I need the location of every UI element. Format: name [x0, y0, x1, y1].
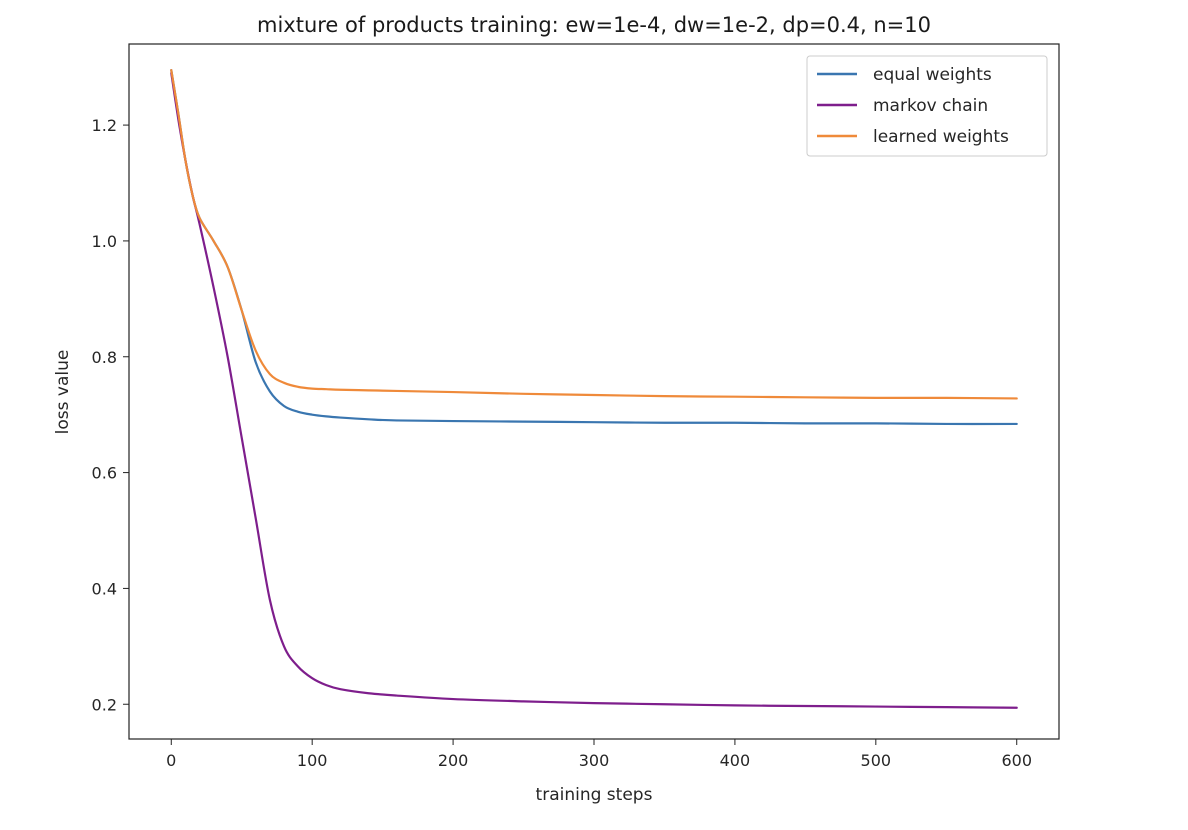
y-tick-label: 0.6 [92, 464, 117, 483]
series-line-learned-weights [170, 68, 1018, 400]
x-axis: 0 100 200 300 400 500 600 [166, 739, 1032, 770]
legend-label: equal weights [873, 65, 992, 85]
x-tick-label: 500 [861, 751, 892, 770]
x-tick-label: 600 [1001, 751, 1032, 770]
y-tick-label: 1.2 [92, 116, 117, 135]
x-tick-label: 400 [720, 751, 751, 770]
y-tick-label: 0.2 [92, 695, 117, 714]
legend-label: learned weights [873, 127, 1009, 147]
chart-title: mixture of products training: ew=1e-4, d… [257, 13, 931, 37]
y-axis: 0.2 0.4 0.6 0.8 1.0 1.2 [92, 116, 129, 714]
series-line-markov-chain [170, 71, 1018, 709]
y-tick-label: 0.4 [92, 579, 117, 598]
x-tick-label: 300 [579, 751, 610, 770]
series-layer [170, 68, 1018, 709]
x-tick-label: 100 [297, 751, 328, 770]
y-tick-label: 0.8 [92, 348, 117, 367]
legend-box [806, 55, 1048, 157]
legend-label: markov chain [873, 96, 988, 116]
x-tick-label: 0 [166, 751, 176, 770]
x-tick-label: 200 [438, 751, 469, 770]
y-axis-label: loss value [53, 350, 73, 435]
legend: equal weights markov chain learned weights [806, 55, 1048, 157]
x-axis-label: training steps [536, 785, 653, 805]
y-tick-label: 1.0 [92, 232, 117, 251]
